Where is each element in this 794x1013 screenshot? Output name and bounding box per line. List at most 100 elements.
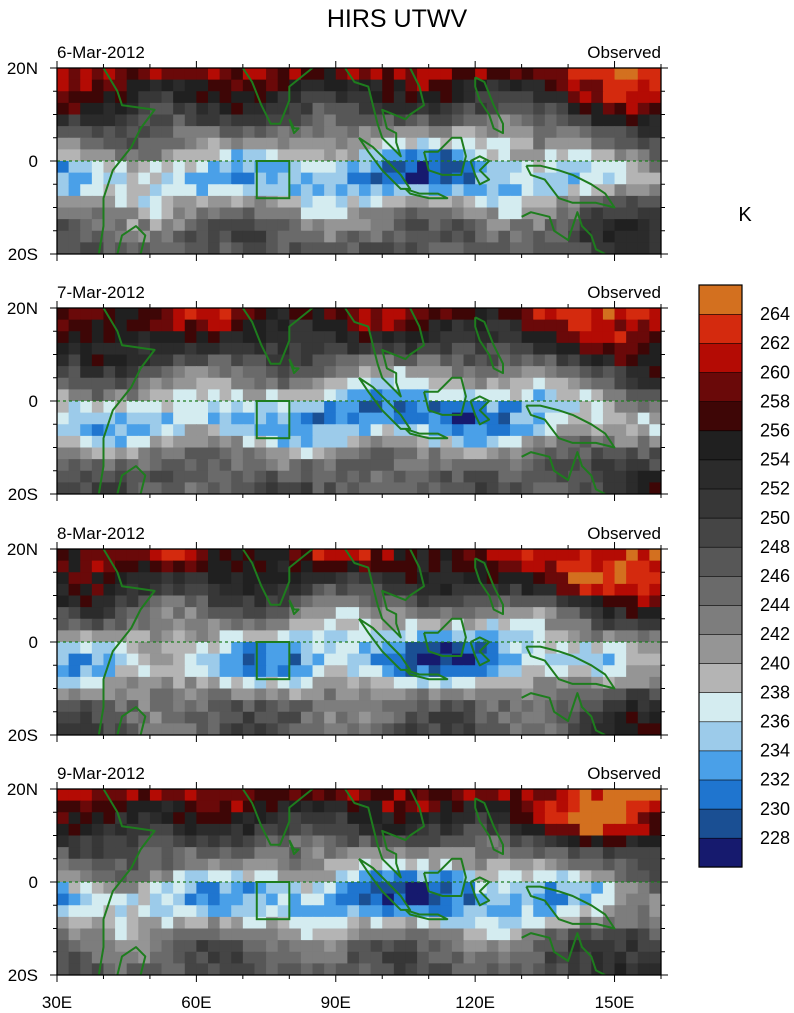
heatmap-cell xyxy=(138,377,151,390)
heatmap-cell xyxy=(80,91,93,104)
heatmap-cell xyxy=(510,653,523,666)
heatmap-cell xyxy=(300,331,314,344)
heatmap-cell xyxy=(475,711,488,724)
heatmap-cell xyxy=(219,951,232,964)
heatmap-cell xyxy=(161,389,174,402)
heatmap-cell xyxy=(382,916,395,930)
heatmap-cell xyxy=(242,126,256,139)
heatmap-cell xyxy=(254,607,267,620)
heatmap-cell xyxy=(637,549,650,562)
heatmap-cell xyxy=(544,389,558,402)
heatmap-cell xyxy=(300,812,314,825)
heatmap-cell xyxy=(324,665,337,678)
heatmap-cell xyxy=(463,676,476,690)
heatmap-cell xyxy=(173,459,186,472)
heatmap-cell xyxy=(103,700,116,713)
heatmap-cell xyxy=(568,354,581,367)
heatmap-cell xyxy=(289,161,302,174)
heatmap-cell xyxy=(405,847,418,860)
heatmap-cell xyxy=(486,723,499,735)
heatmap-cell xyxy=(277,549,290,562)
heatmap-cell xyxy=(428,447,441,460)
heatmap-cell xyxy=(173,230,186,243)
heatmap-cell xyxy=(68,102,81,116)
heatmap-cell xyxy=(393,916,407,930)
heatmap-cell xyxy=(91,549,105,562)
heatmap-cell xyxy=(300,940,314,953)
heatmap-cell xyxy=(208,928,221,941)
heatmap-cell xyxy=(347,161,360,174)
heatmap-cell xyxy=(219,161,232,174)
heatmap-cell xyxy=(359,905,372,918)
heatmap-cell xyxy=(579,835,592,848)
heatmap-cell xyxy=(196,161,209,174)
heatmap-cell xyxy=(451,940,465,953)
heatmap-cell xyxy=(149,560,163,573)
heatmap-cell xyxy=(289,389,302,402)
heatmap-cell xyxy=(149,207,163,220)
heatmap-cell xyxy=(486,642,499,655)
heatmap-cell xyxy=(602,882,616,895)
heatmap-cell xyxy=(80,928,93,941)
heatmap-cell xyxy=(115,184,128,197)
heatmap-cell xyxy=(126,595,139,608)
heatmap-cell xyxy=(626,482,639,494)
heatmap-cell xyxy=(242,470,256,483)
heatmap-cell xyxy=(591,126,604,139)
heatmap-cell xyxy=(440,149,453,162)
heatmap-cell xyxy=(510,401,523,414)
heatmap-cell xyxy=(277,219,290,232)
heatmap-cell xyxy=(405,963,418,975)
heatmap-cell xyxy=(300,951,314,964)
heatmap-cell xyxy=(417,242,430,254)
heatmap-cell xyxy=(544,242,558,254)
heatmap-cell xyxy=(451,401,465,414)
heatmap-cell xyxy=(196,91,209,104)
heatmap-cell xyxy=(91,882,105,895)
heatmap-cell xyxy=(266,447,279,460)
heatmap-cell xyxy=(335,68,348,81)
heatmap-cell xyxy=(161,870,174,883)
heatmap-cell xyxy=(359,653,372,666)
heatmap-cell xyxy=(231,126,244,139)
heatmap-cell xyxy=(312,331,325,344)
heatmap-cell xyxy=(498,230,511,243)
heatmap-cell xyxy=(335,102,348,116)
heatmap-cell xyxy=(591,435,604,449)
heatmap-cell xyxy=(614,68,627,81)
heatmap-cell xyxy=(254,835,267,848)
heatmap-cell xyxy=(80,916,93,930)
heatmap-cell xyxy=(161,482,174,494)
heatmap-cell xyxy=(428,823,441,837)
heatmap-cell xyxy=(335,482,348,494)
heatmap-cell xyxy=(359,149,372,162)
heatmap-cell xyxy=(161,858,174,871)
heatmap-cell xyxy=(115,893,128,906)
heatmap-cell xyxy=(289,653,302,666)
heatmap-cell xyxy=(649,137,661,150)
heatmap-cell xyxy=(428,700,441,713)
heatmap-cell xyxy=(68,459,81,472)
heatmap-cell xyxy=(649,102,661,116)
heatmap-cell xyxy=(475,882,488,895)
heatmap-cell xyxy=(138,893,151,906)
heatmap-cell xyxy=(300,319,314,332)
heatmap-cell xyxy=(277,630,290,643)
heatmap-cell xyxy=(614,219,627,232)
heatmap-cell xyxy=(347,928,360,941)
heatmap-cell xyxy=(544,723,558,735)
heatmap-cell xyxy=(161,847,174,860)
heatmap-cell xyxy=(544,812,558,825)
heatmap-cell xyxy=(556,126,569,139)
heatmap-cell xyxy=(475,607,488,620)
heatmap-cell xyxy=(91,607,105,620)
heatmap-cell xyxy=(370,940,383,953)
heatmap-cell xyxy=(451,642,465,655)
heatmap-cell xyxy=(359,928,372,941)
heatmap-cell xyxy=(451,366,465,379)
coastline xyxy=(241,68,314,125)
heatmap-cell xyxy=(602,583,616,597)
y-tick-label: 20S xyxy=(8,966,38,985)
heatmap-cell xyxy=(68,549,81,562)
heatmap-cell xyxy=(475,459,488,472)
